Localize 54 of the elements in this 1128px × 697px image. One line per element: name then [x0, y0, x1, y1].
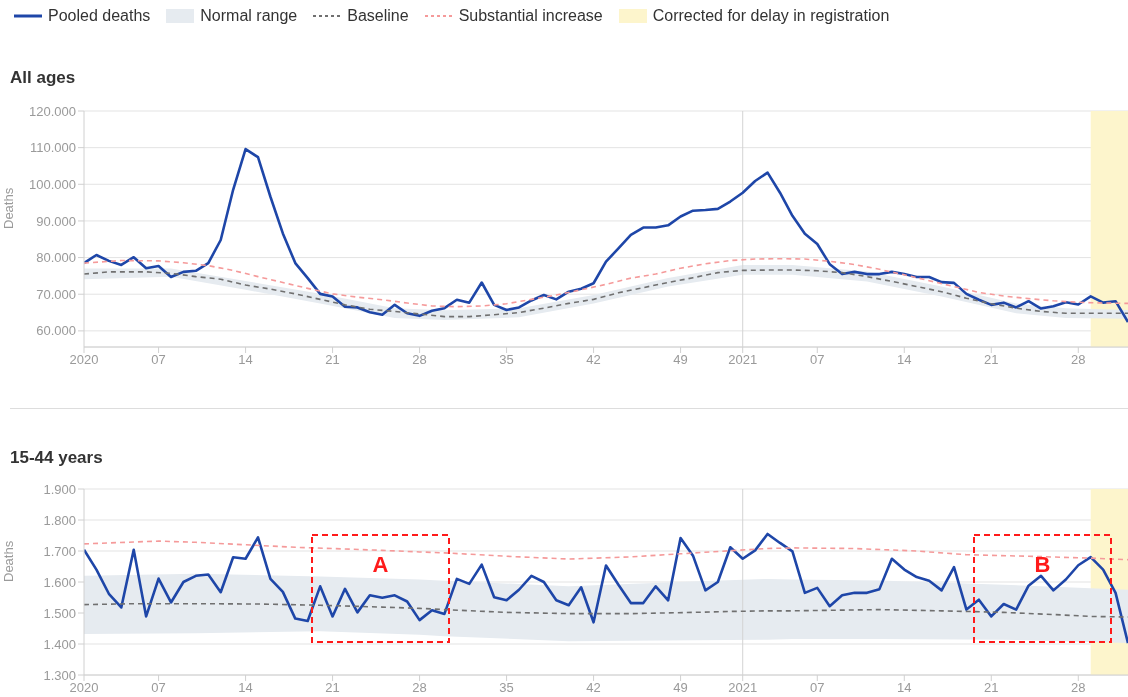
x-tick-label: 49 [673, 352, 688, 368]
x-tick-label: 49 [673, 680, 688, 696]
x-tick-label: 21 [984, 352, 999, 368]
y-tick-label: 1.700 [43, 543, 76, 559]
y-tick-label: 80.000 [36, 250, 76, 266]
x-tick-label: 07 [151, 680, 166, 696]
y-tick-label: 120.000 [29, 103, 76, 119]
x-tick-label: 2020 [69, 680, 99, 696]
x-tick-label: 14 [897, 352, 912, 368]
x-tick-label: 28 [1071, 680, 1086, 696]
x-tick-label: 28 [412, 680, 427, 696]
x-tick-label: 21 [325, 680, 340, 696]
y-tick-label: 1.900 [43, 481, 76, 497]
annotation: B [1033, 552, 1052, 578]
line-series [84, 147, 1128, 324]
x-tick-label: 2021 [728, 352, 758, 368]
y-tick-label: 1.500 [43, 605, 76, 621]
chart-title: 15-44 years [10, 448, 103, 468]
x-tick-label: 28 [1071, 352, 1086, 368]
x-tick-label: 2021 [728, 680, 758, 696]
y-tick-label: 90.000 [36, 213, 76, 229]
y-tick-label: 1.300 [43, 667, 76, 683]
y-tick-label: 110.000 [29, 140, 76, 156]
y-tick-label: 1.600 [43, 574, 76, 590]
legend-label: Substantial increase [458, 7, 603, 25]
legend-label: Pooled deaths [48, 7, 151, 25]
x-tick-label: 14 [238, 352, 253, 368]
y-tick-label: 1.800 [43, 512, 76, 528]
y-axis-title: Deaths [0, 540, 16, 582]
x-tick-label: 2020 [69, 352, 99, 368]
text: Normal range [200, 7, 298, 25]
x-tick-label: 42 [586, 352, 601, 368]
x-tick-label: 21 [325, 352, 340, 368]
line-series [84, 532, 1128, 645]
x-tick-label: 42 [586, 680, 601, 696]
y-tick-label: 60.000 [36, 323, 76, 339]
x-tick-label: 07 [810, 352, 825, 368]
y-axis-title: Deaths [0, 187, 16, 229]
x-tick-label: 28 [412, 352, 427, 368]
y-tick-label: 100.000 [29, 176, 76, 192]
y-tick-label: 70.000 [36, 286, 76, 302]
text: Corrected for delay in registration [652, 7, 890, 25]
x-tick-label: 07 [810, 680, 825, 696]
x-tick-label: 07 [151, 352, 166, 368]
line-series [84, 257, 1128, 308]
legend-label: Baseline [347, 7, 409, 25]
x-tick-label: 35 [499, 352, 514, 368]
x-tick-label: 35 [499, 680, 514, 696]
chart-title: All ages [10, 68, 76, 88]
x-tick-label: 14 [897, 680, 912, 696]
y-tick-label: 1.400 [43, 636, 76, 652]
annotation: A [371, 552, 390, 578]
x-tick-label: 21 [984, 680, 999, 696]
x-tick-label: 14 [238, 680, 253, 696]
